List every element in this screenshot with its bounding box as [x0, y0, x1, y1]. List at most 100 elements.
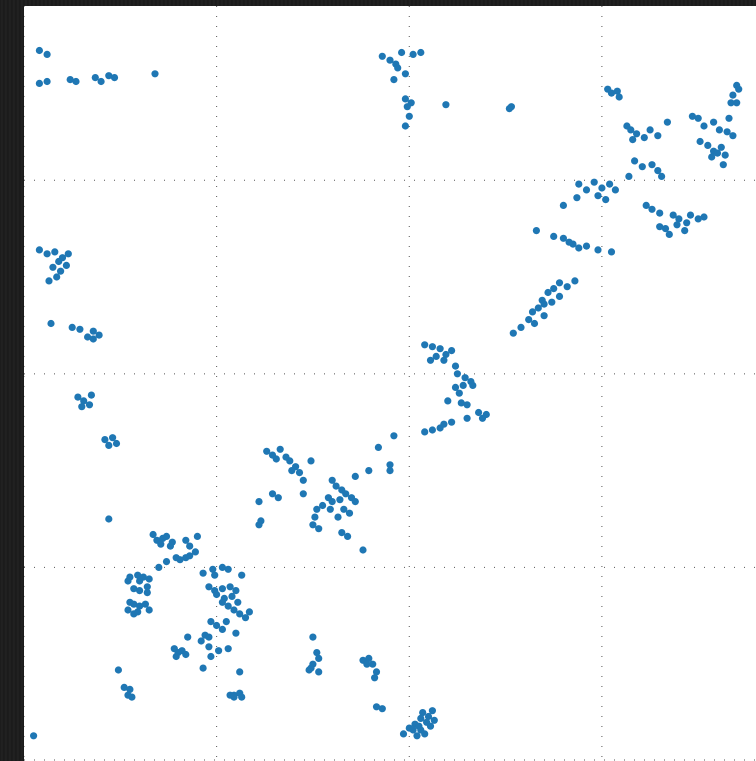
- scatter-point: [35, 246, 43, 254]
- scatter-point: [710, 118, 718, 126]
- scatter-point: [611, 186, 620, 194]
- scatter-point: [255, 498, 263, 506]
- scatter-point: [413, 732, 421, 740]
- scatter-point: [463, 414, 471, 422]
- scatter-point: [74, 393, 82, 401]
- scatter-point: [234, 598, 242, 606]
- scatter-point: [386, 461, 394, 469]
- scatter-point: [143, 589, 151, 597]
- scatter-point: [448, 347, 456, 355]
- scatter-point: [295, 469, 304, 477]
- scatter-point: [313, 649, 321, 657]
- scatter-point: [236, 668, 244, 676]
- scatter-point: [372, 703, 381, 711]
- scatter-point: [186, 542, 194, 550]
- scatter-point: [215, 647, 223, 655]
- scatter-point: [455, 389, 463, 397]
- scatter-point: [207, 618, 215, 626]
- scatter-point: [401, 122, 409, 130]
- scatter-point: [694, 215, 702, 223]
- scatter-point: [555, 279, 564, 287]
- scatter-point: [606, 180, 614, 188]
- scatter-point: [184, 633, 192, 641]
- scatter-point: [105, 515, 113, 523]
- scatter-point: [573, 194, 581, 202]
- scatter-point: [648, 161, 656, 169]
- scatter-point: [419, 709, 427, 717]
- scatter-point: [365, 654, 373, 663]
- scatter-point: [428, 343, 436, 351]
- scatter-point: [238, 571, 246, 579]
- scatter-point: [409, 726, 417, 734]
- scatter-point: [721, 151, 729, 159]
- scatter-point: [35, 79, 43, 87]
- scatter-point: [207, 652, 215, 661]
- scatter-point: [390, 76, 398, 84]
- scatter-point: [53, 273, 61, 281]
- scatter-point: [76, 325, 84, 333]
- scatter-point: [540, 312, 548, 320]
- scatter-point: [155, 563, 163, 572]
- scatter-point: [590, 178, 598, 186]
- scatter-point: [582, 242, 591, 250]
- scatter-point: [172, 554, 180, 562]
- scatter-point: [114, 666, 122, 674]
- scatter-point: [656, 223, 664, 231]
- scatter-point: [534, 304, 542, 312]
- scatter-point: [457, 399, 465, 407]
- scatter-point: [134, 608, 142, 616]
- scatter-point: [236, 610, 244, 618]
- scatter-point: [232, 629, 240, 637]
- scatter-point: [359, 546, 367, 554]
- scatter-point: [205, 643, 213, 651]
- scatter-point: [162, 532, 171, 541]
- scatter-point: [232, 587, 240, 595]
- scatter-point: [193, 532, 201, 541]
- scatter-point: [548, 298, 556, 306]
- scatter-point: [428, 426, 436, 434]
- scatter-point: [704, 141, 712, 149]
- scatter-point: [224, 565, 232, 573]
- plot-area: [24, 6, 756, 761]
- scatter-point: [369, 660, 377, 668]
- scatter-point: [78, 403, 86, 411]
- scatter-point: [351, 498, 359, 506]
- scatter-point: [95, 331, 103, 339]
- scatter-point: [372, 668, 381, 676]
- scatter-point: [191, 548, 199, 556]
- scatter-point: [442, 350, 450, 359]
- scatter-point: [230, 693, 238, 701]
- scatter-point: [719, 161, 727, 169]
- scatter-point: [43, 77, 51, 86]
- scatter-point: [428, 707, 436, 715]
- scatter-point: [141, 600, 149, 608]
- scatter-point: [309, 521, 317, 529]
- scatter-point: [575, 180, 583, 188]
- scatter-point: [136, 587, 144, 595]
- scatter-point: [120, 683, 128, 692]
- scatter-point: [390, 432, 398, 440]
- scatter-point: [669, 211, 677, 219]
- scatter-point: [205, 583, 213, 591]
- scatter-point: [286, 457, 294, 465]
- scatter-point: [226, 583, 234, 591]
- scatter-point: [598, 184, 606, 192]
- scatter-point: [134, 571, 142, 579]
- scatter-point: [378, 52, 386, 60]
- scatter-point: [654, 167, 662, 175]
- scatter-point: [213, 621, 221, 630]
- scatter-point: [201, 631, 209, 639]
- scatter-point: [725, 114, 733, 122]
- scatter-point: [625, 172, 633, 180]
- scatter-point: [224, 645, 232, 653]
- scatter-point: [405, 112, 413, 120]
- scatter-point: [157, 540, 165, 548]
- scatter-point: [663, 118, 672, 126]
- scatter-point: [398, 48, 406, 57]
- scatter-point: [532, 227, 540, 235]
- scatter-point: [717, 143, 725, 151]
- scatter-point: [344, 532, 352, 541]
- scatter-point: [199, 664, 207, 672]
- scatter-point: [371, 674, 379, 682]
- scatter-point: [638, 163, 646, 171]
